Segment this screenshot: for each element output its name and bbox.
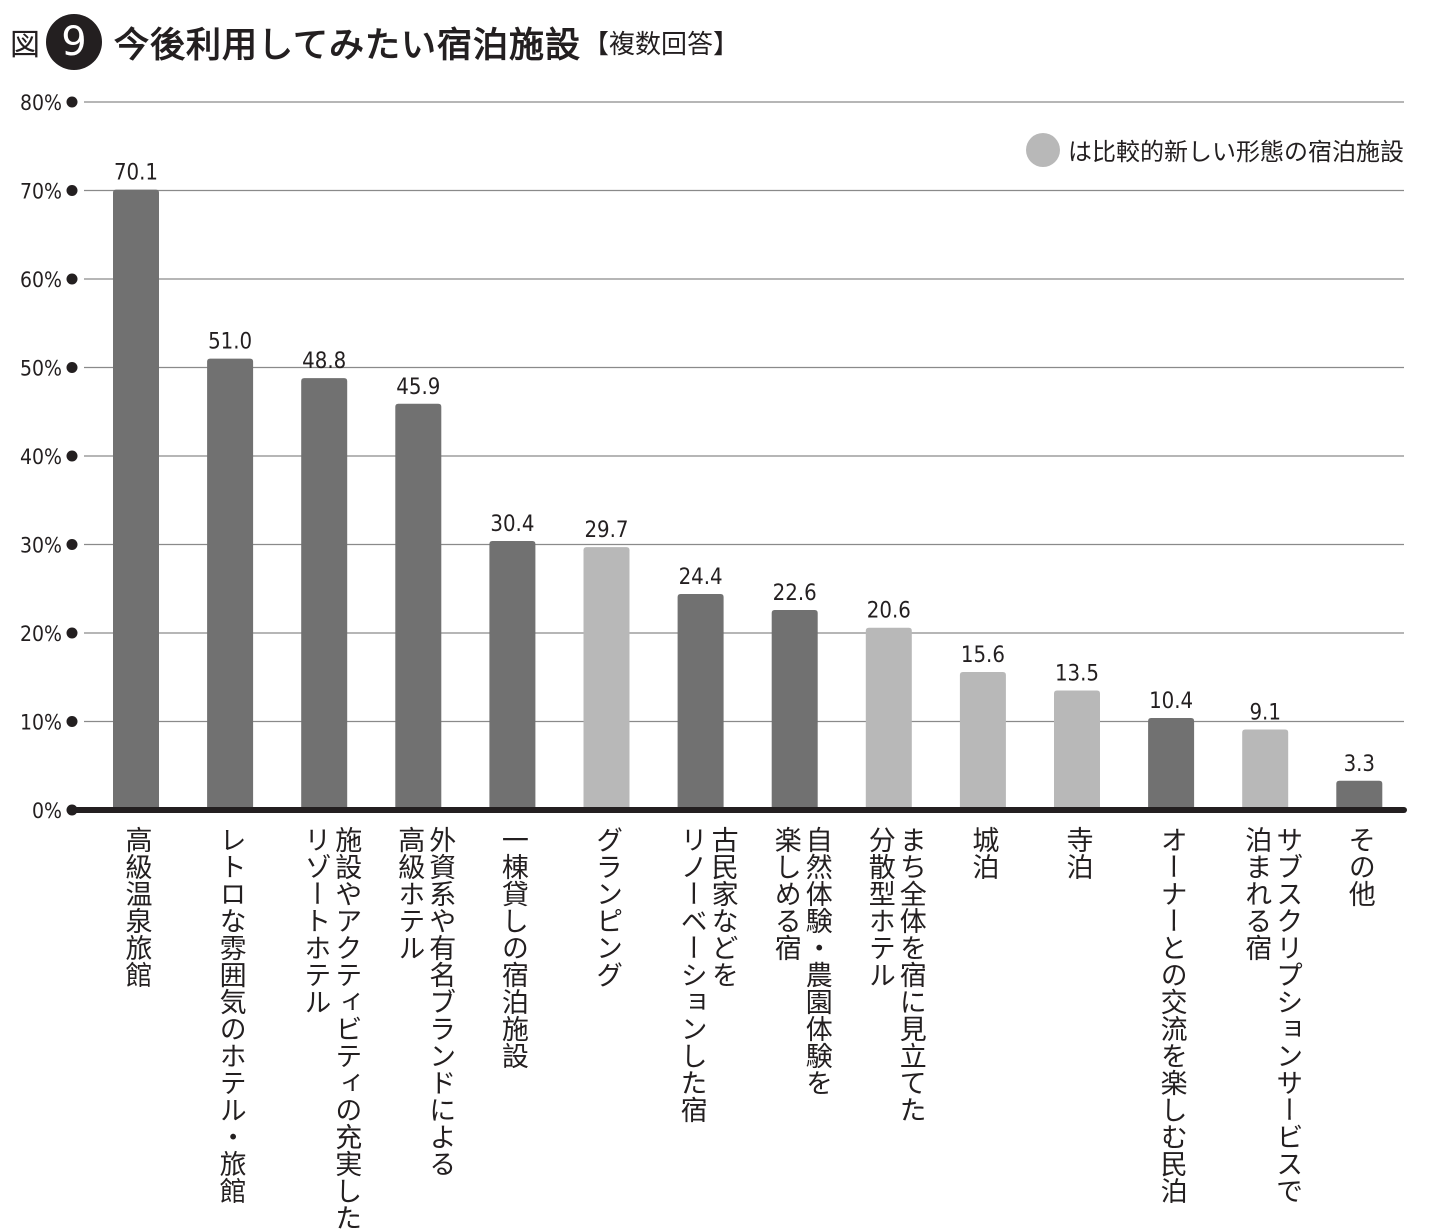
bar	[395, 403, 442, 810]
x-category-label: 寺泊	[1061, 826, 1093, 880]
data-label: 22.6	[773, 581, 817, 606]
chart-header: 図 9 今後利用してみたい宿泊施設 【複数回答】	[10, 12, 739, 72]
legend-label: は比較的新しい形態の宿泊施設	[1068, 138, 1404, 166]
data-label: 9.1	[1249, 700, 1280, 725]
bar	[489, 540, 536, 810]
data-label: 45.9	[396, 375, 440, 400]
data-label: 24.4	[679, 565, 723, 590]
y-tick-label: 0%	[32, 799, 62, 823]
y-tick-label: 80%	[20, 91, 62, 115]
bar	[1242, 729, 1289, 810]
x-category-label: 自然体験・農園体験を 楽しめる宿	[769, 826, 832, 1096]
y-tick-label: 60%	[20, 268, 62, 292]
data-label: 30.4	[490, 512, 534, 537]
x-category-label: その他	[1343, 826, 1375, 907]
legend: は比較的新しい形態の宿泊施設	[1026, 132, 1404, 167]
x-category-label: 施設やアクティビティの充実した リゾートホテル	[299, 826, 362, 1231]
data-label: 10.4	[1149, 689, 1193, 714]
data-label: 15.6	[961, 643, 1005, 668]
data-label: 48.8	[302, 349, 346, 374]
figure-label: 図	[10, 28, 40, 63]
x-category-label: 高級温泉旅館	[120, 826, 152, 988]
y-tick-label: 10%	[20, 711, 62, 735]
tick-dot	[66, 539, 78, 550]
x-category-label: オーナーとの交流を楽しむ民泊	[1155, 826, 1187, 1204]
bar	[583, 547, 630, 810]
bar	[301, 378, 348, 810]
tick-dot	[66, 716, 78, 727]
x-category-label: 城泊	[967, 826, 999, 880]
data-label: 20.6	[867, 599, 911, 624]
tick-dot	[66, 273, 78, 285]
x-category-label: 外資系や有名ブランドによる 高級ホテル	[393, 826, 456, 1177]
tick-dot	[66, 450, 78, 462]
bar	[113, 189, 159, 811]
x-category-label: まち全体を宿に見立てた 分散型ホテル	[863, 826, 926, 1123]
data-label: 70.1	[114, 161, 158, 186]
tick-dot	[66, 96, 78, 108]
tick-dot	[66, 362, 78, 373]
x-category-label: グランピング	[591, 826, 622, 988]
tick-dot	[66, 627, 78, 639]
x-category-label: サブスクリプションサービスで 泊まれる宿	[1240, 826, 1303, 1204]
x-category-label: レトロな雰囲気のホテル・旅館	[214, 826, 246, 1204]
bar	[959, 671, 1006, 810]
data-label: 13.5	[1055, 662, 1099, 687]
bar	[1336, 780, 1383, 810]
bar	[865, 627, 912, 810]
data-label: 51.0	[208, 330, 252, 355]
bar	[1148, 717, 1195, 810]
y-tick-label: 40%	[20, 445, 62, 469]
chart-title: 今後利用してみたい宿泊施設	[114, 25, 581, 66]
bar	[677, 594, 724, 810]
legend-swatch	[1026, 132, 1060, 167]
data-label: 3.3	[1344, 752, 1375, 777]
x-category-label: 一棟貸しの宿泊施設	[496, 826, 528, 1069]
data-label: 29.7	[584, 518, 628, 543]
y-tick-label: 30%	[20, 534, 62, 558]
y-tick-label: 20%	[20, 622, 62, 646]
bar	[1054, 690, 1100, 810]
bar	[207, 358, 254, 810]
y-tick-label: 70%	[20, 180, 62, 204]
x-category-label: 古民家などを リノーベーションした宿	[675, 826, 738, 1123]
title-note: 【複数回答】	[582, 29, 739, 60]
tick-dot	[66, 185, 78, 196]
bar	[771, 609, 818, 810]
y-tick-label: 50%	[20, 357, 62, 381]
figure-number-badge: 9	[46, 14, 102, 70]
